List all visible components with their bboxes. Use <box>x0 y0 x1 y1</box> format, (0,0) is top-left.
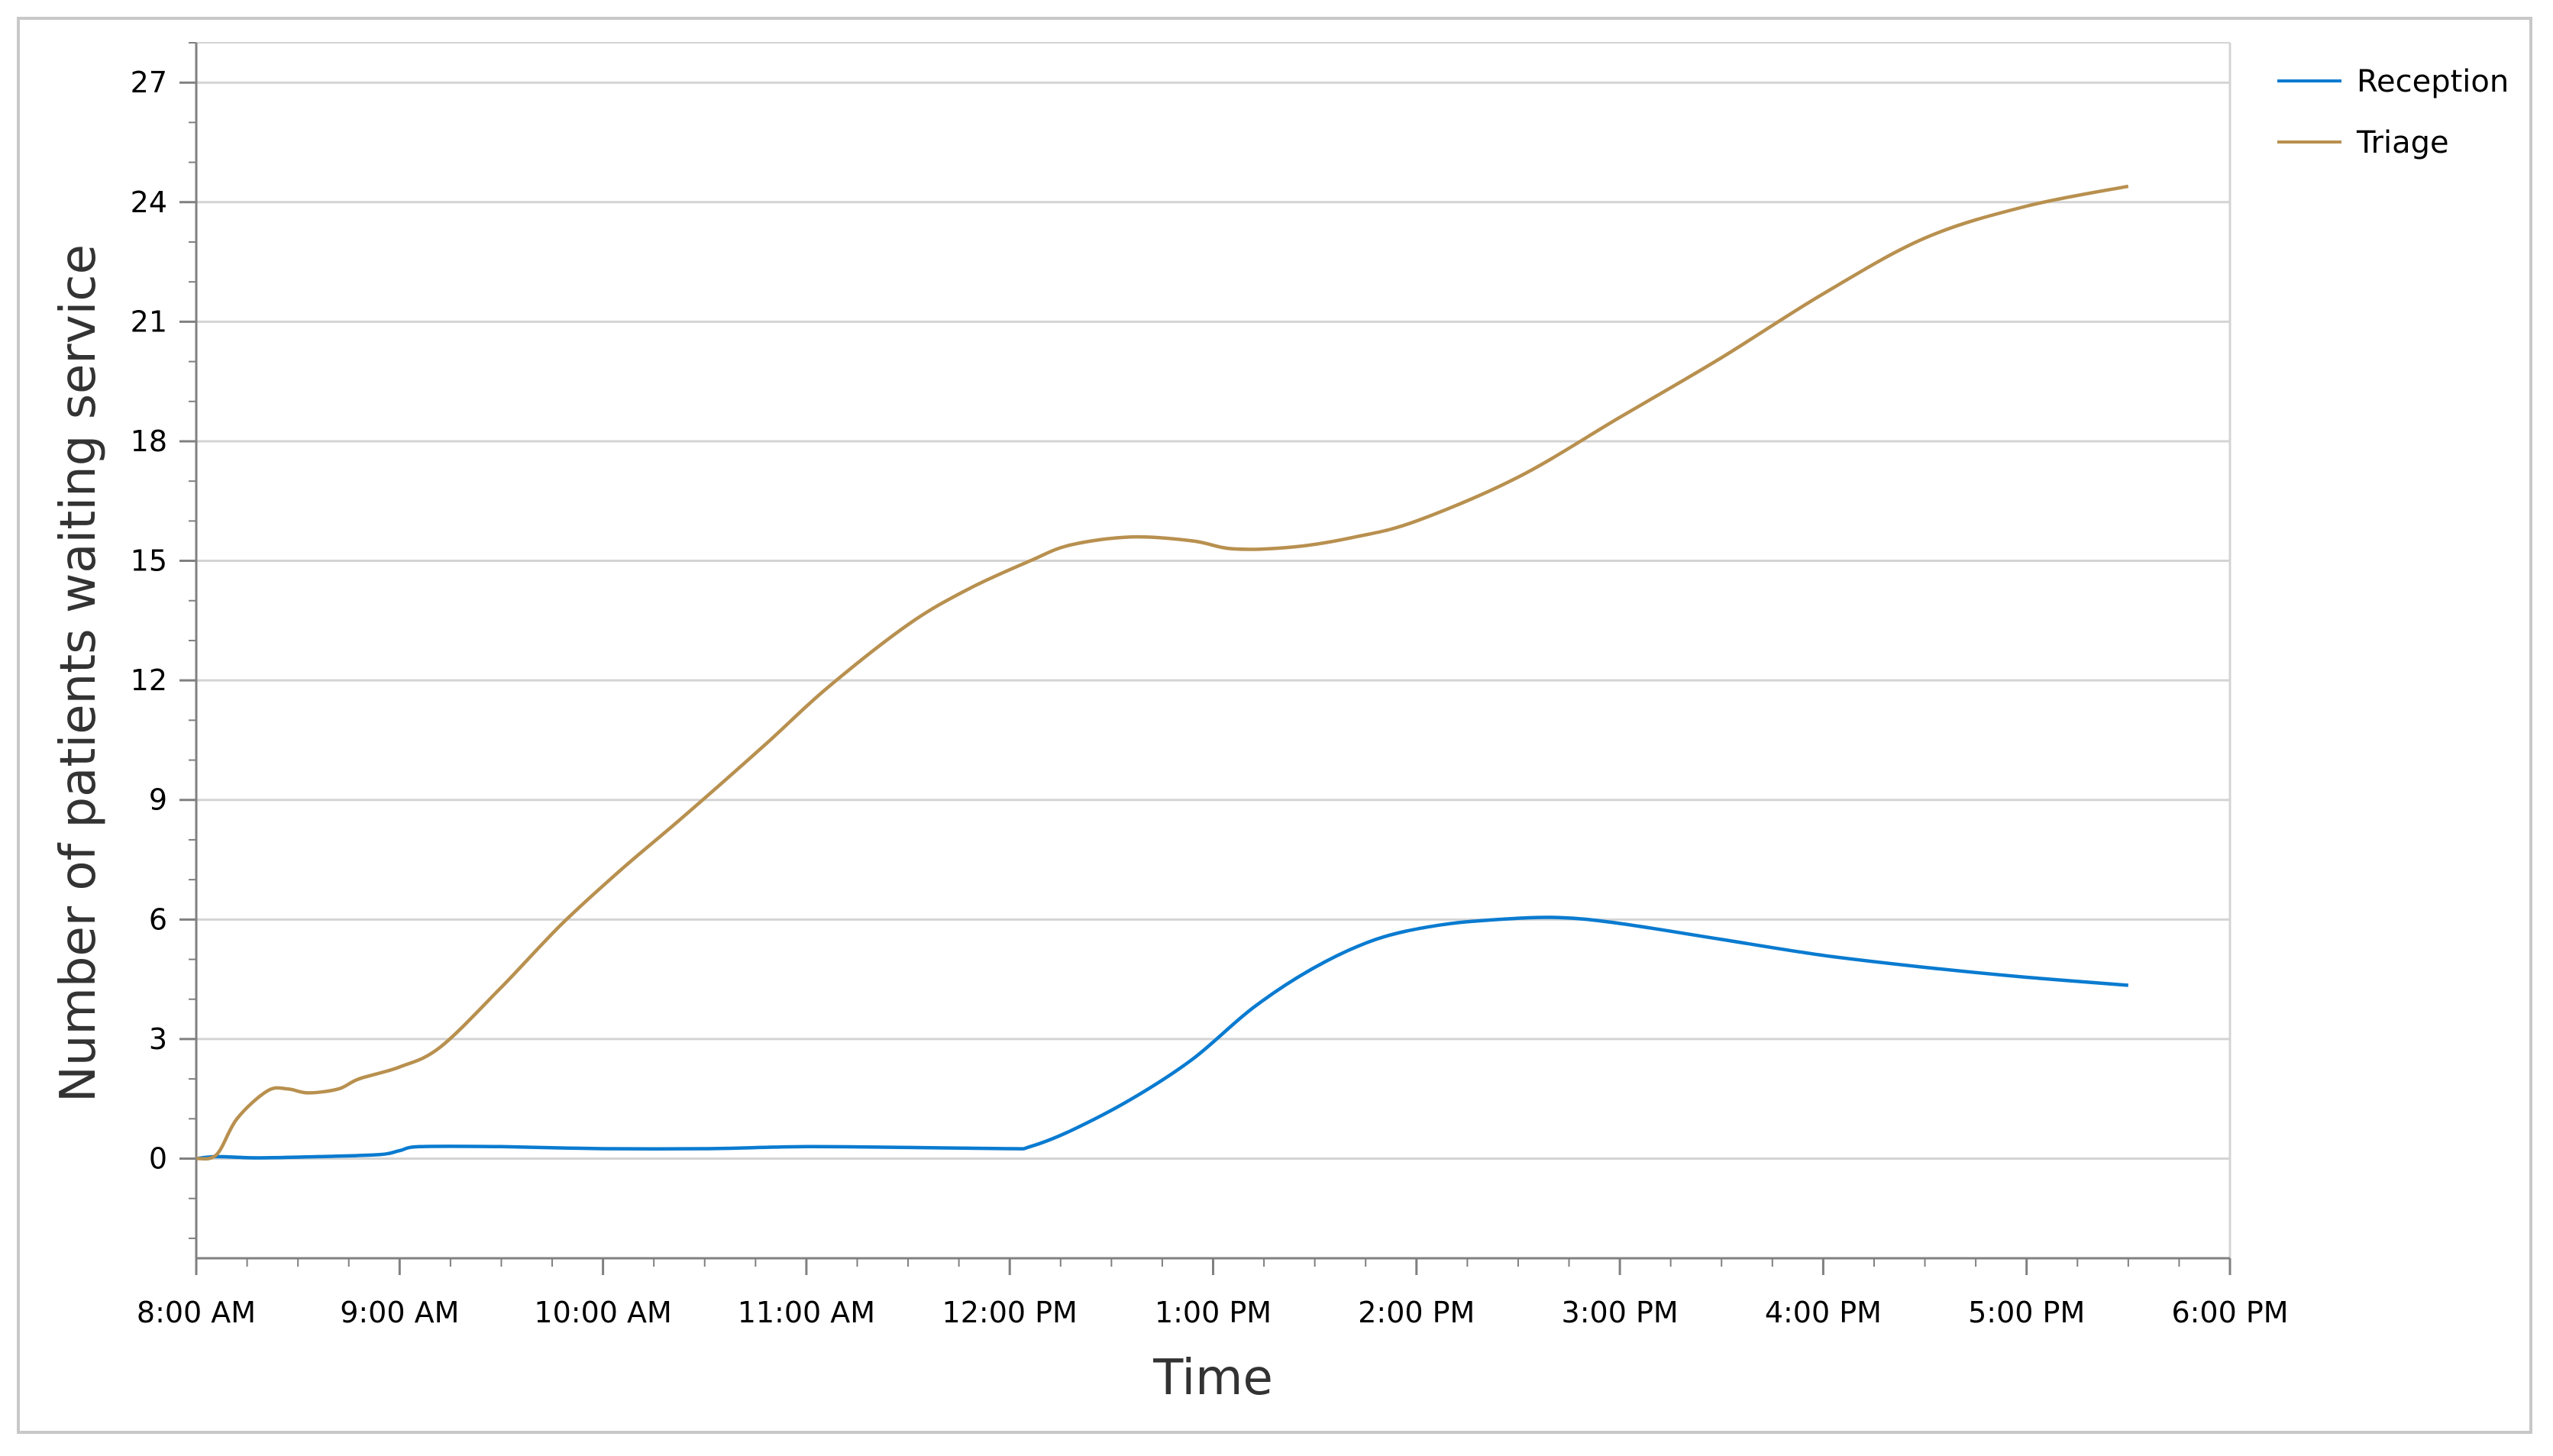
x-tick-label: 8:00 AM <box>137 1296 256 1329</box>
legend-label-triage: Triage <box>2356 125 2449 160</box>
series-lines <box>196 184 2129 1161</box>
x-tick-label: 12:00 PM <box>942 1296 1078 1329</box>
x-tick-label: 1:00 PM <box>1155 1296 1272 1329</box>
y-axis-title: Number of patients waiting service <box>50 244 107 1102</box>
line-chart: 0 3 6 9 12 15 18 21 24 27 8:00 AM 9:00 AM 10:00 AM 11… <box>50 42 2509 1406</box>
y-tick-label: 12 <box>131 663 167 697</box>
x-tick-label: 9:00 AM <box>340 1296 459 1329</box>
chart-frame: 0 3 6 9 12 15 18 21 24 27 8:00 AM 9:00 AM 10:00 AM 11… <box>17 17 2532 1434</box>
y-tick-label: 18 <box>131 425 167 458</box>
x-tick-label: 3:00 PM <box>1562 1296 1679 1329</box>
x-tick-label: 5:00 PM <box>1968 1296 2085 1329</box>
legend-label-reception: Reception <box>2357 64 2509 99</box>
series-line-reception <box>196 915 2128 1161</box>
legend: Reception Triage <box>2277 64 2509 160</box>
y-tick-label: 0 <box>149 1142 167 1176</box>
x-tick-label: 11:00 AM <box>738 1296 875 1329</box>
y-tick-label: 6 <box>149 902 167 936</box>
y-tick-label: 27 <box>131 66 167 99</box>
axes: 0 3 6 9 12 15 18 21 24 27 8:00 AM 9:00 AM 10:00 AM 11… <box>131 42 2289 1329</box>
y-tick-label: 3 <box>149 1022 167 1056</box>
series-line-triage <box>196 184 2129 1161</box>
gridlines <box>196 42 2231 1258</box>
x-tick-label: 2:00 PM <box>1358 1296 1475 1329</box>
x-tick-label: 6:00 PM <box>2171 1296 2288 1329</box>
x-tick-label: 4:00 PM <box>1765 1296 1882 1329</box>
y-tick-label: 21 <box>131 305 167 338</box>
y-tick-label: 15 <box>131 544 167 578</box>
y-tick-label: 24 <box>131 186 167 219</box>
x-tick-label: 10:00 AM <box>534 1296 671 1329</box>
x-axis-title: Time <box>1152 1350 1273 1406</box>
y-tick-label: 9 <box>149 783 167 817</box>
